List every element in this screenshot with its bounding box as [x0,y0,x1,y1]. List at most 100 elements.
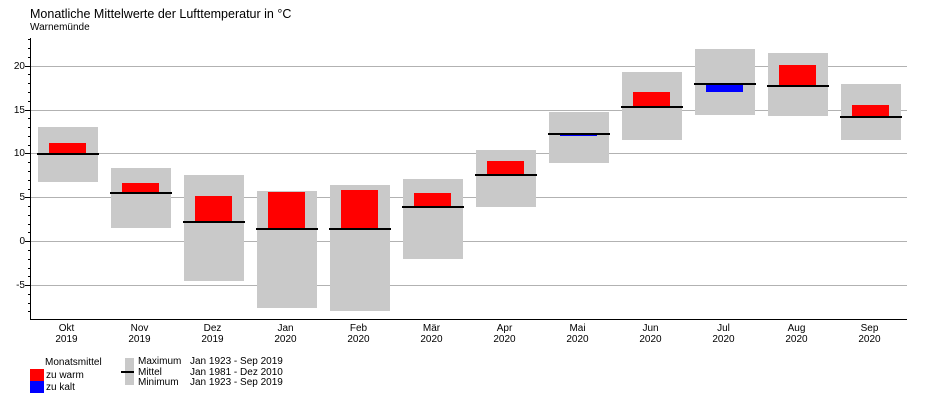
y-minor-tick [28,162,31,164]
y-minor-tick [28,135,31,137]
too-warm-bar-apr-2020 [487,160,524,175]
too-warm-bar-sep-2020 [852,104,889,118]
range-bar-dez-2019 [183,174,244,282]
mean-line-apr-2020 [474,173,537,176]
too-cold-label: zu kalt [46,382,75,393]
too-warm-bar-aug-2020 [779,65,816,87]
legend-climatology: Maximum Mittel Minimum Jan 1923 - Sep 20… [121,355,351,397]
range-bar-nov-2019 [110,167,171,228]
too-warm-bar-okt-2019 [49,143,86,154]
legend-maximum-period: Jan 1923 - Sep 2019 [190,356,283,367]
y-minor-tick [28,83,31,85]
range-bar-mär-2020 [402,178,463,260]
x-axis-label-mär-2020: Mär 2020 [420,323,443,345]
plot-area: -5 0 5 10 15 20 [14,38,907,320]
too-warm-label: zu warm [46,370,84,381]
range-bar-jul-2020 [694,48,755,116]
too-warm-swatch [30,369,44,381]
legend-minimum-period: Jan 1923 - Sep 2019 [190,377,283,389]
x-axis-label-dez-2019: Dez 2019 [201,323,224,345]
y-minor-tick [28,214,31,216]
x-axis-label-jul-2020: Jul 2020 [712,323,735,345]
chart-subtitle-station: Warnemünde [30,22,90,33]
y-axis-label: 15 [13,104,25,116]
y-minor-tick [28,127,31,129]
y-major-tick [25,197,31,199]
gridline--5 [31,285,907,287]
legend-mean-label: Mittel [138,366,162,378]
mean-line-aug-2020 [766,85,829,88]
mean-line-mär-2020 [401,206,464,209]
legend-monthly-mean: Monatsmittel zu warm zu kalt [30,355,120,397]
legend-climatology-periods: Jan 1923 - Sep 2019 Jan 1981 - Dez 2010 … [190,356,283,389]
y-minor-tick [28,293,31,295]
too-warm-bar-jan-2020 [268,191,305,230]
y-minor-tick [28,56,31,58]
gridline-20 [31,65,907,67]
mean-line-nov-2019 [109,192,172,195]
x-axis-label-jan-2020: Jan 2020 [274,323,297,345]
mean-line-sep-2020 [839,116,902,119]
mean-line-feb-2020 [328,227,391,230]
y-minor-tick [28,100,31,102]
too-cold-swatch [30,381,44,393]
mean-line-mai-2020 [547,132,610,135]
too-warm-bar-jun-2020 [633,92,670,108]
y-minor-tick [28,91,31,93]
y-major-tick [25,109,31,111]
y-minor-tick [28,170,31,172]
x-axis-label-apr-2020: Apr 2020 [493,323,516,345]
gridline-0 [31,241,907,243]
legend-minimum-label: Minimum [138,377,179,389]
legend-climatology-labels: Maximum Mittel Minimum [138,356,182,389]
y-axis-label: 10 [13,148,25,160]
x-axis-label-aug-2020: Aug 2020 [785,323,808,345]
y-minor-tick [28,144,31,146]
mean-line-okt-2019 [36,152,99,155]
too-warm-bar-nov-2019 [122,182,159,194]
y-minor-tick [28,302,31,304]
y-axis-label: 5 [19,192,25,204]
too-warm-bar-mär-2020 [414,193,451,208]
y-major-tick [25,241,31,243]
y-minor-tick [28,118,31,120]
legend-monthly-mean-title: Monatsmittel [45,357,102,368]
y-minor-tick [28,48,31,50]
y-axis-label: -5 [16,280,25,292]
too-warm-bar-dez-2019 [195,196,232,222]
x-axis-label-mai-2020: Mai 2020 [566,323,589,345]
y-minor-tick [28,311,31,313]
mean-line-jun-2020 [620,106,683,109]
y-axis-label: 0 [19,236,25,248]
y-minor-tick [28,74,31,76]
legend-maximum-label: Maximum [138,356,182,367]
range-bar-apr-2020 [475,149,536,208]
range-bar-mai-2020 [548,111,609,163]
too-warm-bar-feb-2020 [341,189,378,229]
gridline-10 [31,153,907,155]
legend-mean-period: Jan 1981 - Dez 2010 [190,366,283,378]
y-minor-tick [28,250,31,251]
y-minor-tick [28,223,31,225]
y-minor-tick [28,179,31,181]
gridline-5 [31,197,907,199]
x-axis-label-nov-2019: Nov 2019 [128,323,151,345]
y-minor-tick [28,188,31,190]
y-minor-tick [28,232,31,234]
mean-line-swatch [121,371,134,373]
x-axis-label-feb-2020: Feb 2020 [347,323,370,345]
mean-line-jul-2020 [693,82,756,85]
y-minor-tick [28,276,31,278]
gridline-15 [31,109,907,111]
y-axis-label: 20 [13,60,25,72]
too-cold-bar-mai-2020 [560,133,597,137]
y-major-tick [25,285,31,287]
mean-line-jan-2020 [255,228,318,231]
x-axis-label-jun-2020: Jun 2020 [639,323,662,345]
y-minor-tick [28,258,31,260]
y-minor-tick [28,206,31,208]
y-minor-tick [28,267,31,269]
y-major-tick [25,153,31,155]
mean-line-dez-2019 [182,220,245,223]
